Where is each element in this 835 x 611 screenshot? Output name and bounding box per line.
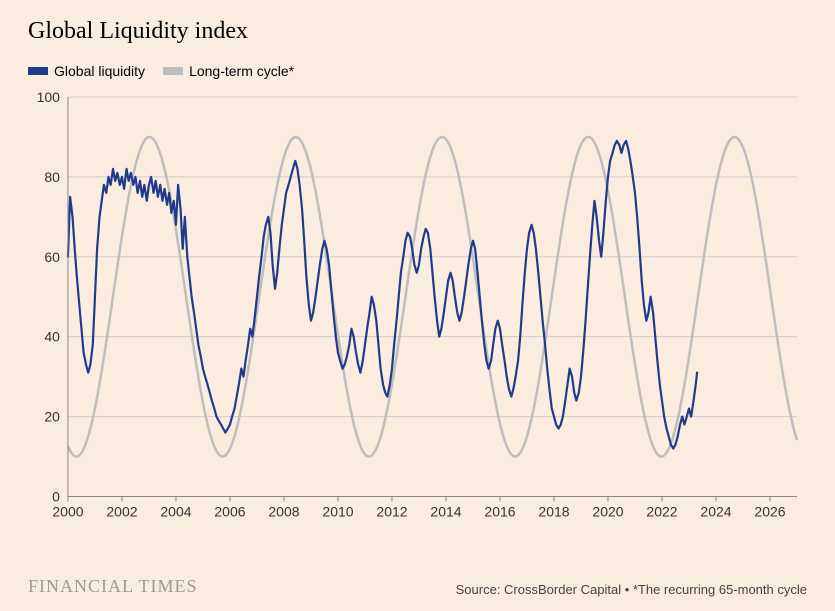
legend-label-long-term-cycle: Long-term cycle* (189, 63, 294, 79)
svg-text:2002: 2002 (106, 503, 137, 519)
svg-text:2010: 2010 (322, 503, 353, 519)
svg-text:2012: 2012 (376, 503, 407, 519)
svg-text:2008: 2008 (268, 503, 299, 519)
global-liquidity-line (68, 141, 697, 449)
svg-text:2006: 2006 (214, 503, 245, 519)
svg-text:20: 20 (44, 409, 60, 425)
legend: Global liquidity Long-term cycle* (28, 63, 807, 79)
svg-text:0: 0 (52, 488, 60, 504)
y-axis-ticks: 0 20 40 60 80 100 (37, 89, 61, 504)
legend-item-long-term-cycle: Long-term cycle* (163, 63, 294, 79)
axes (68, 97, 797, 496)
legend-label-global-liquidity: Global liquidity (54, 63, 145, 79)
chart-footer: FINANCIAL TIMES Source: CrossBorder Capi… (28, 576, 807, 597)
svg-text:2026: 2026 (754, 503, 785, 519)
chart-card: Global Liquidity index Global liquidity … (0, 0, 835, 611)
line-chart: 0 20 40 60 80 100 2000 2002 2004 2006 2008 2010 201… (28, 87, 807, 526)
gridlines (68, 97, 797, 496)
chart-title: Global Liquidity index (28, 18, 807, 45)
svg-text:2018: 2018 (538, 503, 569, 519)
legend-item-global-liquidity: Global liquidity (28, 63, 145, 79)
svg-text:100: 100 (37, 89, 61, 105)
svg-text:2020: 2020 (592, 503, 623, 519)
svg-text:2004: 2004 (160, 503, 191, 519)
svg-text:2016: 2016 (484, 503, 515, 519)
svg-text:60: 60 (44, 249, 60, 265)
svg-text:80: 80 (44, 169, 60, 185)
svg-text:2014: 2014 (430, 503, 461, 519)
svg-text:40: 40 (44, 329, 60, 345)
legend-swatch-long-term-cycle (163, 67, 183, 75)
svg-text:2000: 2000 (52, 503, 83, 519)
x-axis-ticks: 2000 2002 2004 2006 2008 2010 2012 2014 2016 2018… (52, 496, 785, 519)
source-label: Source: CrossBorder Capital • *The recur… (456, 582, 807, 597)
svg-text:2022: 2022 (646, 503, 677, 519)
svg-text:2024: 2024 (700, 503, 731, 519)
legend-swatch-global-liquidity (28, 67, 48, 75)
chart-area: 0 20 40 60 80 100 2000 2002 2004 2006 2008 2010 201… (28, 87, 807, 527)
brand-label: FINANCIAL TIMES (28, 576, 198, 597)
